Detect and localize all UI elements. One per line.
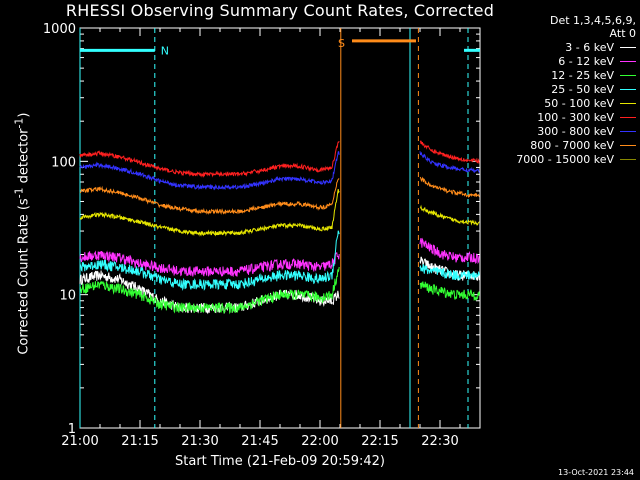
legend-entry: 12 - 25 keV	[484, 68, 636, 82]
series-line	[419, 140, 480, 165]
legend-swatch	[620, 46, 636, 48]
x-tick-label: 21:30	[181, 434, 218, 449]
legend-entry: 3 - 6 keV	[484, 40, 636, 54]
series-line	[79, 250, 340, 278]
legend: Det 1,3,4,5,6,9, Att 0 3 - 6 keV 6 - 12 k…	[484, 14, 636, 166]
x-tick-label: 21:45	[241, 434, 278, 449]
series-line	[79, 266, 340, 315]
x-tick-label: 21:00	[61, 434, 98, 449]
state-bar-label: S	[338, 37, 345, 50]
legend-entry: 6 - 12 keV	[484, 54, 636, 68]
legend-entry: 100 - 300 keV	[484, 110, 636, 124]
legend-entry: 7000 - 15000 keV	[484, 152, 636, 166]
y-tick-label: 1000	[43, 22, 76, 37]
generation-timestamp: 13-Oct-2021 23:44	[558, 468, 634, 477]
x-tick-label: 22:00	[301, 434, 338, 449]
legend-entry-label: 100 - 300 keV	[537, 110, 614, 124]
legend-entries: 3 - 6 keV 6 - 12 keV 12 - 25 keV 25 - 50 ke…	[484, 40, 636, 166]
x-axis-label: Start Time (21-Feb-09 20:59:42)	[175, 454, 385, 469]
x-tick-label: 22:15	[361, 434, 398, 449]
x-tick-label: 22:30	[421, 434, 458, 449]
series-line	[419, 281, 480, 301]
series-line	[79, 270, 340, 315]
plot-frame	[79, 27, 481, 429]
y-axis-label-sup1: -1	[12, 187, 26, 199]
legend-entry-label: 25 - 50 keV	[551, 82, 614, 96]
y-axis-label-start: Corrected Count Rate (s	[16, 198, 32, 355]
y-axis-label: Corrected Count Rate (s-1 detector-1)	[12, 113, 32, 355]
series-line	[419, 263, 480, 281]
legend-swatch	[620, 74, 636, 76]
y-tick-label: 1	[68, 422, 76, 437]
series-line	[419, 151, 480, 174]
legend-swatch	[620, 130, 636, 132]
legend-entry: 800 - 7000 keV	[484, 138, 636, 152]
legend-header-line-2: Att 0	[609, 27, 636, 40]
y-axis-label-sup2: -1	[12, 117, 26, 129]
legend-entry: 300 - 800 keV	[484, 124, 636, 138]
legend-swatch	[620, 60, 636, 62]
series-line	[79, 230, 340, 292]
y-tick-label: 10	[59, 289, 76, 304]
legend-entry-label: 12 - 25 keV	[551, 68, 614, 82]
series-line	[79, 151, 340, 191]
chart-title: RHESSI Observing Summary Count Rates, Co…	[65, 1, 495, 20]
series-line	[79, 178, 340, 215]
legend-entry-label: 6 - 12 keV	[558, 54, 614, 68]
legend-entry: 25 - 50 keV	[484, 82, 636, 96]
legend-entry-label: 50 - 100 keV	[544, 96, 614, 110]
series-line	[419, 204, 480, 226]
state-bar-label: N	[161, 44, 169, 57]
legend-swatch	[620, 116, 636, 118]
series-line	[419, 176, 480, 199]
legend-entry: 50 - 100 keV	[484, 96, 636, 110]
legend-entry-label: 3 - 6 keV	[565, 40, 614, 54]
legend-swatch	[620, 102, 636, 104]
legend-entry-label: 7000 - 15000 keV	[516, 152, 614, 166]
series-line	[79, 140, 340, 178]
legend-swatch	[620, 144, 636, 146]
y-axis-label-mid: detector	[16, 128, 32, 188]
series-line	[419, 237, 480, 265]
legend-header-line-1: Det 1,3,4,5,6,9,	[549, 14, 636, 27]
legend-swatch	[620, 88, 636, 90]
legend-swatch	[620, 158, 636, 160]
y-tick-label: 100	[51, 155, 76, 170]
legend-entry-label: 300 - 800 keV	[537, 124, 614, 138]
series-line	[79, 189, 340, 237]
y-axis-label-end: )	[16, 112, 32, 118]
x-tick-label: 21:15	[121, 434, 158, 449]
legend-entry-label: 800 - 7000 keV	[530, 138, 614, 152]
